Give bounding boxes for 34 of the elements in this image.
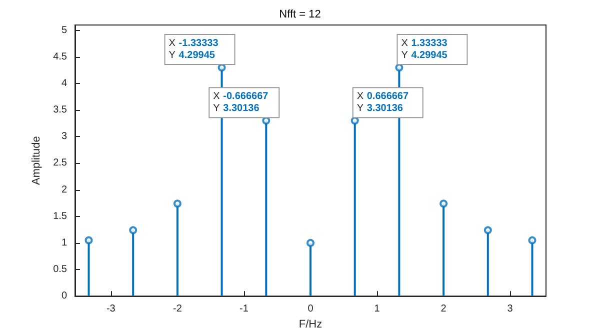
point	[350, 116, 359, 125]
point	[395, 64, 404, 72]
annotation: X 0.666667 Y 3.30136	[356, 91, 409, 114]
y-tick-label: 4.5	[53, 51, 68, 62]
point	[440, 200, 448, 208]
annotation: X -0.666667 Y 3.30136	[213, 91, 269, 114]
x-tick-label: 3	[507, 304, 514, 315]
point	[84, 236, 93, 244]
y-tick-label: 2	[61, 184, 68, 196]
point	[528, 236, 536, 244]
y-tick-label: 0.5	[53, 264, 68, 276]
y-tick-label: 1.5	[53, 210, 68, 222]
x-tick-label: 2	[440, 304, 447, 315]
y-tick-label: 4	[61, 78, 68, 89]
y-tick-label: 3.5	[53, 104, 68, 116]
x-axis-title: F/Hz	[298, 318, 322, 330]
y-axis-title: Amplitude	[30, 136, 43, 186]
annotation: X -1.33333 Y 4.29945	[168, 38, 219, 62]
y-tick-label: 2.5	[53, 158, 68, 169]
x-tick-label: 1	[374, 304, 380, 315]
y-tick-label: 1	[61, 237, 68, 248]
x-tick-label: -1	[240, 304, 249, 315]
point	[129, 226, 138, 234]
x-tick-label: -2	[172, 304, 182, 315]
point	[173, 200, 182, 208]
y-tick-label: 3	[61, 131, 68, 142]
annotation: X 1.33333 Y 4.29945	[401, 38, 448, 62]
x-tick-label: -3	[106, 304, 116, 315]
x-tick-label: 0	[308, 304, 314, 315]
y-tick-label: 0	[61, 290, 68, 302]
chart-title: Nfft = 12	[279, 8, 321, 20]
point	[484, 226, 492, 234]
point	[306, 238, 314, 247]
y-tick-label: 5	[61, 24, 68, 36]
